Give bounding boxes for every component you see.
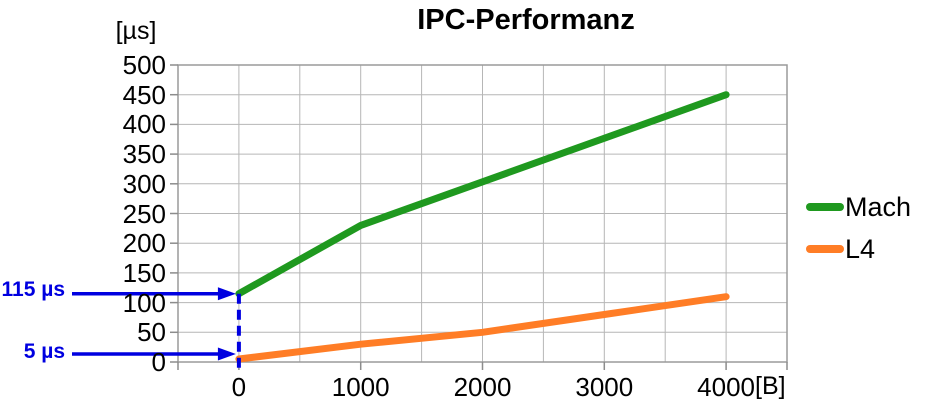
y-tick-label: 200 xyxy=(122,228,166,259)
y-tick-label: 300 xyxy=(122,168,166,199)
x-tick-label: 2000 xyxy=(453,372,512,402)
annotation-label-5us: 5 µs xyxy=(23,340,65,363)
series-line-mach xyxy=(235,91,730,298)
y-tick-label: 350 xyxy=(122,139,166,170)
legend-item-l4: L4 xyxy=(806,228,911,270)
legend: Mach L4 xyxy=(806,186,911,270)
legend-item-mach: Mach xyxy=(806,186,911,228)
annotation-arrow-head xyxy=(217,347,236,361)
legend-label: L4 xyxy=(845,233,876,264)
x-tick-label: 4000 xyxy=(697,372,756,402)
y-tick-label: 500 xyxy=(122,50,166,80)
legend-swatch xyxy=(806,245,844,253)
y-axis-unit-label: [µs] xyxy=(115,17,157,45)
chart-title: IPC-Performanz xyxy=(417,4,635,36)
legend-swatch xyxy=(806,203,844,211)
y-tick-label: 0 xyxy=(151,347,166,377)
y-tick-label: 150 xyxy=(122,257,166,288)
y-tick-label: 50 xyxy=(137,317,166,348)
y-tick-label: 400 xyxy=(122,109,166,140)
legend-label: Mach xyxy=(845,191,912,222)
x-tick-label: 3000 xyxy=(575,372,634,402)
y-tick-label: 450 xyxy=(122,79,166,110)
series-line-l4 xyxy=(235,293,730,363)
y-tick-label: 100 xyxy=(122,287,166,318)
x-tick-label: 0 xyxy=(231,372,247,402)
x-tick-label: 1000 xyxy=(331,372,390,402)
annotation-label-115us: 115 µs xyxy=(1,278,66,301)
annotation-arrow-head xyxy=(217,287,236,301)
x-axis-unit-label: [B] xyxy=(755,372,786,400)
y-tick-label: 250 xyxy=(122,198,166,229)
